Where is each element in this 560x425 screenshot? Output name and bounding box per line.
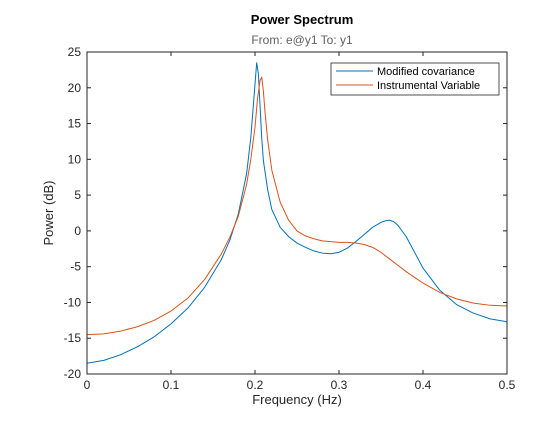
y-tick-label: -10 — [64, 295, 82, 309]
legend-box — [330, 62, 500, 96]
chart-title: Power Spectrum — [251, 12, 354, 27]
legend: Modified covariance Instrumental Variable — [330, 62, 500, 96]
x-tick-label: 0 — [84, 378, 91, 392]
series-line-modified-covariance — [86, 62, 508, 364]
y-tick-label: 20 — [68, 81, 82, 95]
legend-label: Modified covariance — [377, 66, 475, 78]
x-tick-label: 0.3 — [331, 378, 348, 392]
plot-area — [87, 52, 507, 374]
x-tick-label: 0.4 — [415, 378, 432, 392]
y-tick-label: -20 — [64, 367, 82, 381]
y-tick-label: 0 — [74, 224, 81, 238]
y-tick-label: 5 — [74, 188, 81, 202]
y-tick-label: 15 — [68, 117, 82, 131]
legend-label: Instrumental Variable — [377, 80, 480, 92]
y-tick-label: -5 — [70, 260, 81, 274]
x-axis: 0 0.1 0.2 0.3 0.4 0.5 — [84, 52, 516, 392]
series-layer — [86, 62, 508, 364]
y-axis: -20 -15 -10 -5 0 5 10 15 20 25 — [64, 45, 507, 381]
series-line-instrumental-variable — [86, 76, 508, 336]
plot-frame — [86, 51, 508, 375]
y-axis-label: Power (dB) — [41, 180, 56, 245]
x-tick-label: 0.1 — [163, 378, 180, 392]
x-tick-label: 0.5 — [499, 378, 516, 392]
x-tick-label: 0.2 — [247, 378, 264, 392]
chart-subtitle: From: e@y1 To: y1 — [251, 33, 353, 47]
y-tick-label: 25 — [68, 45, 82, 59]
y-tick-label: 10 — [68, 152, 82, 166]
y-tick-label: -15 — [64, 331, 82, 345]
x-axis-label: Frequency (Hz) — [252, 392, 342, 407]
